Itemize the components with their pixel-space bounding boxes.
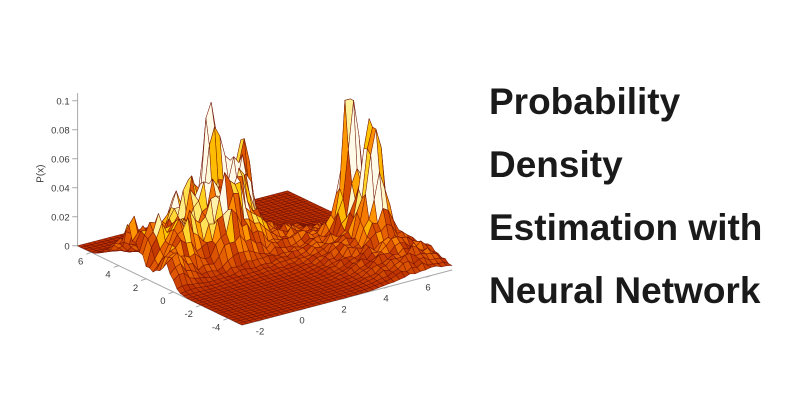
headline-line-1: Probability	[489, 81, 681, 122]
headline-line-3: Estimation with	[489, 207, 763, 248]
headline-line-2: Density	[489, 144, 623, 185]
headline: Probability Density Estimation with Neur…	[489, 70, 794, 322]
headline-line-4: Neural Network	[489, 270, 761, 311]
